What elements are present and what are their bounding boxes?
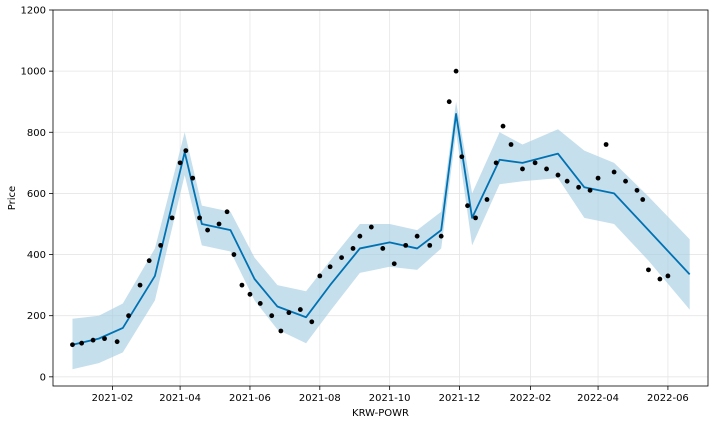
observed-point (555, 172, 561, 178)
observed-point (190, 175, 196, 181)
observed-point (257, 301, 263, 306)
y-tick-label: 400 (27, 250, 46, 261)
forecast-line-group (72, 113, 691, 346)
observed-point (158, 242, 164, 248)
observed-point (391, 261, 397, 267)
x-tick-label: 2021-04 (159, 393, 201, 404)
uncertainty-band (72, 101, 690, 370)
observed-point (114, 339, 120, 345)
observed-point (146, 258, 152, 264)
observed-point (357, 233, 363, 239)
observed-point (403, 242, 409, 248)
observed-point (239, 282, 245, 288)
observed-point (595, 175, 601, 181)
x-tick-label: 2022-04 (577, 393, 619, 404)
observed-point (657, 276, 663, 282)
observed-point (339, 255, 344, 261)
observed-point (665, 273, 671, 279)
observed-point (309, 319, 315, 325)
x-tick-label: 2022-06 (647, 393, 689, 404)
observed-point (197, 215, 202, 221)
observed-point (368, 224, 374, 230)
observed-point (286, 310, 292, 316)
y-tick-label: 1000 (21, 67, 46, 78)
observed-point (205, 227, 210, 233)
observed-point (414, 233, 420, 239)
observed-point (216, 221, 222, 227)
observed-point (484, 197, 490, 202)
observed-point (564, 178, 570, 184)
observed-point (587, 187, 593, 193)
observed-point (640, 197, 646, 202)
x-tick-label: 2021-10 (369, 393, 411, 404)
observed-point (634, 187, 640, 193)
observed-point (427, 242, 433, 248)
observed-point (350, 246, 356, 251)
observed-point (611, 169, 617, 175)
observed-point (508, 142, 514, 147)
observed-point (446, 99, 452, 105)
observed-point (177, 160, 183, 166)
observed-point (438, 233, 444, 239)
forecast-line (72, 113, 691, 346)
y-tick-label: 0 (40, 372, 46, 383)
observed-point (297, 307, 303, 312)
observed-point (70, 342, 75, 348)
observed-point (278, 328, 284, 334)
x-axis-label: KRW-POWR (352, 408, 409, 419)
observed-point (137, 282, 143, 288)
observed-point (269, 313, 275, 319)
y-tick-label: 1200 (21, 6, 46, 17)
observed-point (603, 142, 609, 147)
observed-point (183, 148, 189, 154)
plot-frame (52, 9, 709, 387)
observed-point (532, 160, 538, 166)
observed-point (453, 68, 459, 74)
x-tick-label: 2021-08 (299, 393, 341, 404)
x-tick-label: 2021-02 (92, 393, 134, 404)
observed-point (90, 337, 96, 343)
x-tick-label: 2022-02 (510, 393, 552, 404)
observed-point (544, 166, 549, 172)
observed-point (79, 340, 85, 346)
observed-point (459, 154, 465, 160)
observed-point (473, 215, 478, 221)
observed-point (247, 291, 253, 297)
observed-point (126, 313, 131, 319)
labels: KRW-POWR Price (7, 186, 409, 419)
x-tick-label: 2021-12 (439, 393, 481, 404)
observed-point (576, 184, 581, 190)
y-tick-label: 800 (27, 128, 46, 139)
interval-band-group (72, 101, 690, 370)
observed-point (102, 336, 107, 342)
y-axis-label: Price (7, 186, 18, 210)
x-tick-label: 2021-06 (229, 393, 271, 404)
observed-point (465, 203, 470, 209)
axes: 2021-02 2021-04 2021-06 2021-08 2021-10 2021-… (21, 6, 709, 404)
observed-point (623, 178, 628, 184)
observed-point (169, 215, 175, 221)
observed-points-group (70, 68, 671, 348)
observed-point (224, 209, 230, 215)
observed-point (500, 123, 506, 129)
y-tick-label: 600 (27, 189, 46, 200)
observed-point (493, 160, 499, 166)
observed-point (646, 267, 651, 273)
observed-point (380, 246, 386, 251)
observed-point (231, 252, 237, 257)
observed-point (327, 264, 333, 270)
y-tick-label: 200 (27, 311, 46, 322)
observed-point (520, 166, 525, 172)
observed-point (317, 273, 323, 279)
